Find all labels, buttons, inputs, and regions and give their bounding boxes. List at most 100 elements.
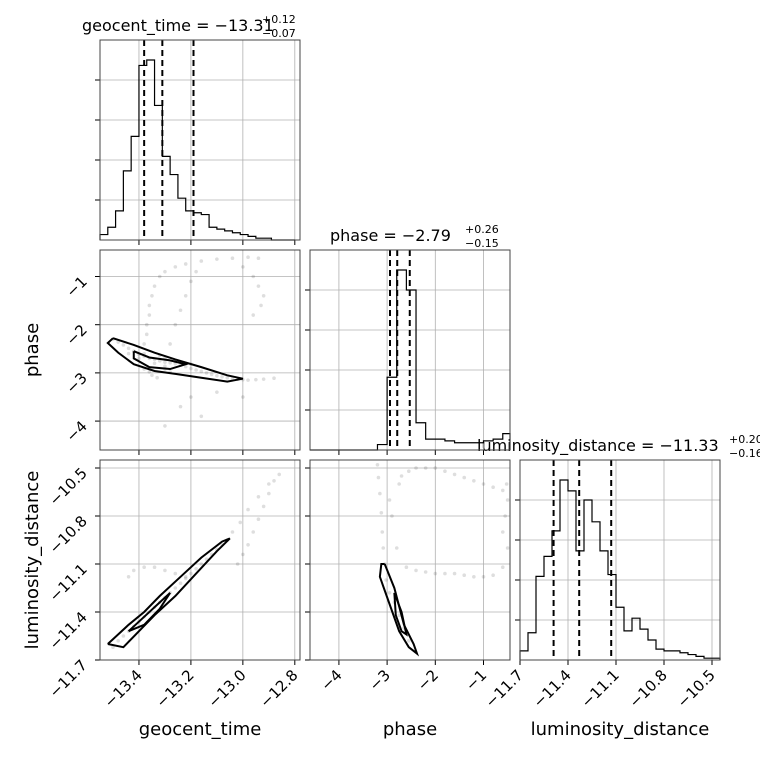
sample-point: [251, 274, 256, 279]
tick-label-x: −11.1: [578, 666, 623, 711]
sample-point: [380, 530, 385, 534]
sample-point: [163, 568, 167, 573]
sample-point: [131, 568, 136, 573]
title-geocent_time: geocent_time = −13.31 +0.12 −0.07: [82, 13, 296, 40]
sample-point: [126, 346, 131, 351]
title-geocent_time-lower: −0.07: [262, 27, 296, 40]
sample-point: [178, 404, 183, 409]
tick-label-y: −10.8: [46, 512, 91, 557]
tick-label-x: −11.4: [530, 666, 575, 711]
tick-label-x: −2: [414, 666, 442, 694]
histogram-geocent_time: [99, 59, 295, 241]
sample-point: [259, 303, 263, 308]
tick-label-y: −10.5: [46, 464, 91, 509]
sample-point: [251, 313, 256, 317]
sample-point: [384, 578, 388, 582]
sample-point: [235, 562, 240, 566]
sample-point: [394, 546, 399, 550]
sample-point: [462, 573, 467, 577]
sample-point: [272, 479, 276, 483]
sample-point: [225, 375, 230, 380]
sample-point: [375, 463, 380, 467]
sample-point: [379, 511, 384, 515]
sample-point: [443, 571, 447, 576]
title-phase-lower: −0.15: [465, 237, 499, 250]
sample-point: [256, 284, 261, 288]
sample-point: [267, 491, 271, 496]
sample-point: [178, 581, 183, 585]
tick-label-x: −10.8: [626, 666, 671, 711]
sample-point: [183, 576, 188, 581]
sample-point: [142, 565, 146, 569]
sample-point: [505, 498, 510, 502]
sample-point: [178, 308, 183, 313]
tick-label-y: −11.4: [46, 608, 91, 653]
sample-point: [443, 469, 447, 474]
tick-label-y: −3: [62, 369, 90, 397]
sample-point: [194, 368, 198, 372]
pair-panel-geocent_time-luminosity_distance: −13.4 −13.2 −13.0 −12.8 −11.7−11.4−11.1−10.8…: [46, 459, 302, 711]
sample-point: [152, 565, 157, 569]
sample-point: [209, 372, 214, 377]
sample-point: [387, 498, 392, 502]
panel-frame: [309, 459, 511, 661]
sample-point: [390, 514, 394, 518]
sample-point: [163, 269, 167, 274]
sample-point: [189, 395, 193, 399]
sample-point: [267, 482, 271, 486]
sample-point: [155, 375, 159, 380]
sample-point: [121, 634, 126, 638]
tick-label-x: −13.4: [101, 666, 146, 711]
tick-label-x: −12.8: [256, 666, 301, 711]
histogram-luminosity_distance: [519, 479, 721, 660]
ylabel-phase: phase: [22, 323, 43, 377]
sample-point: [199, 259, 204, 263]
sample-point: [204, 371, 209, 375]
sample-point: [238, 520, 243, 525]
sample-point: [183, 575, 188, 579]
sample-point: [472, 575, 476, 579]
sample-point: [397, 613, 401, 617]
sample-point: [163, 364, 167, 368]
sample-point: [230, 256, 235, 260]
title-phase-upper: +0.26: [465, 223, 499, 236]
panel-content: [106, 255, 276, 428]
sample-point: [144, 332, 149, 337]
sample-point: [168, 360, 172, 365]
sample-point: [126, 575, 131, 579]
sample-point: [378, 491, 382, 496]
sample-point: [491, 485, 495, 490]
sample-point: [433, 466, 438, 470]
sample-point: [168, 342, 172, 346]
sample-point: [399, 474, 404, 478]
sample-point: [241, 265, 245, 269]
sample-point: [183, 293, 188, 298]
sample-point: [500, 565, 505, 569]
sample-point: [183, 364, 188, 369]
contour-level-2: [132, 350, 190, 371]
sample-point: [277, 472, 282, 477]
tick-label-x: −1: [462, 666, 490, 694]
panels: −11.7 −11.4 −11.1 −10.8 −10.5−4−3−2−1−13.4 −1…: [46, 39, 721, 711]
sample-point: [215, 390, 219, 394]
sample-point: [261, 504, 266, 509]
sample-point: [173, 571, 178, 576]
sample-point: [220, 374, 224, 379]
sample-point: [406, 469, 411, 474]
panel-frame: [99, 459, 301, 661]
sample-point: [152, 361, 157, 366]
sample-point: [504, 482, 509, 486]
sample-point: [433, 571, 438, 576]
sample-point: [147, 313, 152, 317]
sample-point: [481, 575, 486, 579]
sample-point: [381, 546, 386, 550]
sample-point: [150, 293, 154, 298]
sample-point: [215, 373, 219, 378]
panel-frame: [519, 459, 721, 661]
title-luminosity_distance: luminosity_distance = −11.33 +0.20 −0.16: [477, 433, 760, 460]
sample-point: [251, 530, 256, 534]
sample-point: [116, 639, 120, 643]
sample-point: [150, 373, 154, 378]
sample-point: [241, 552, 245, 557]
sample-point: [111, 645, 115, 649]
